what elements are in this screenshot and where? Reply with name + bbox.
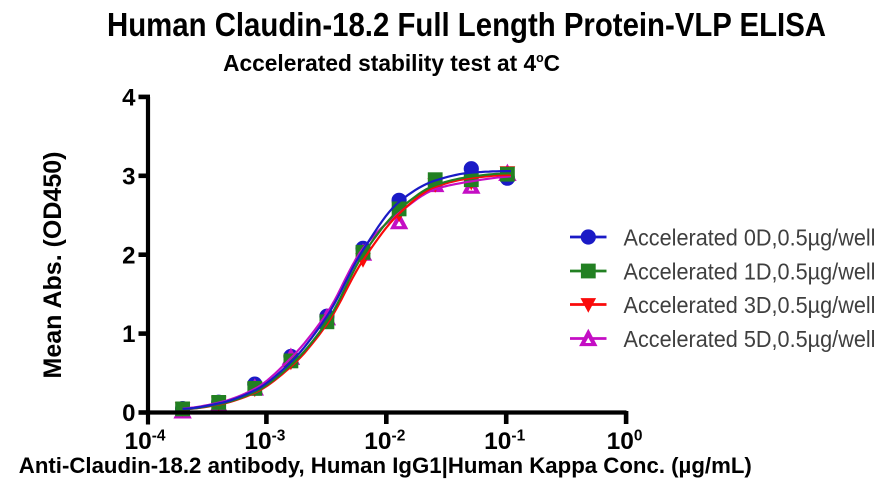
svg-text:Human Claudin-18.2 Full Length: Human Claudin-18.2 Full Length Protein-V… [107,6,826,43]
svg-text:10-1: 10-1 [484,428,525,456]
svg-text:10-2: 10-2 [364,428,405,456]
svg-text:2: 2 [122,242,135,269]
svg-text:3: 3 [122,163,135,190]
svg-text:Mean Abs. (OD450): Mean Abs. (OD450) [39,152,67,379]
svg-text:Accelerated 5D,0.5µg/well: Accelerated 5D,0.5µg/well [624,326,876,352]
svg-text:0: 0 [122,400,135,427]
svg-text:Accelerated 1D,0.5µg/well: Accelerated 1D,0.5µg/well [624,258,876,284]
svg-text:1: 1 [122,321,135,348]
svg-text:Accelerated stability test at: Accelerated stability test at 4oC [223,50,560,76]
svg-text:Accelerated 3D,0.5µg/well: Accelerated 3D,0.5µg/well [624,292,876,318]
svg-text:4: 4 [122,85,136,112]
svg-text:Accelerated 0D,0.5µg/well: Accelerated 0D,0.5µg/well [624,224,876,250]
svg-text:Anti-Claudin-18.2 antibody, Hu: Anti-Claudin-18.2 antibody, Human IgG1|H… [19,453,752,478]
